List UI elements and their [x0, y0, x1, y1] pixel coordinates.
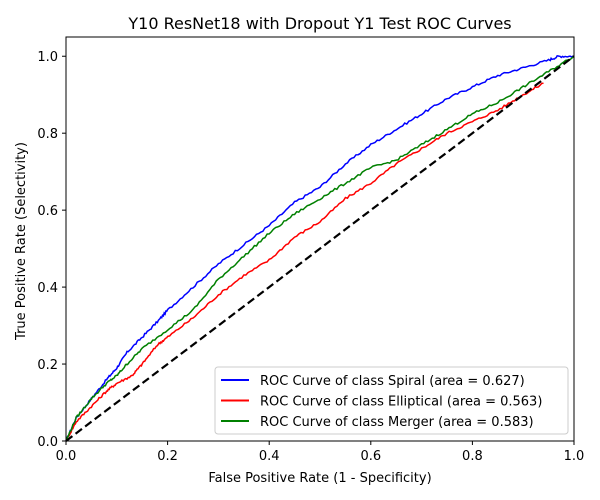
y-axis-ticks: 0.0 0.2 0.4 0.6 0.8 1.0	[37, 50, 66, 450]
plot-frame	[65, 36, 575, 442]
legend-box	[214, 366, 569, 435]
x-tick-label: 0.6	[360, 449, 381, 464]
plot-area	[65, 55, 575, 442]
x-axis-ticks: 0.0 0.2 0.4 0.6 0.8 1.0	[56, 441, 585, 464]
x-tick-label: 0.2	[157, 449, 178, 464]
x-axis-label: False Positive Rate (1 - Specificity)	[208, 471, 431, 486]
y-tick-label: 0.4	[37, 281, 58, 296]
legend-entry: ROC Curve of class Merger (area = 0.583)	[260, 415, 534, 430]
roc-series-line	[65, 55, 575, 442]
chart-title: Y10 ResNet18 with Dropout Y1 Test ROC Cu…	[127, 14, 511, 33]
x-tick-label: 0.4	[259, 449, 280, 464]
legend: ROC Curve of class Spiral (area = 0.627)…	[214, 366, 569, 435]
y-axis-label: True Positive Rate (Selectivity)	[14, 142, 29, 341]
y-tick-label: 1.0	[37, 50, 58, 65]
chance-diagonal-line	[65, 55, 575, 442]
roc-series-line	[65, 55, 574, 442]
y-tick-label: 0.6	[37, 204, 58, 219]
legend-entry: ROC Curve of class Elliptical (area = 0.…	[260, 395, 542, 410]
x-tick-label: 1.0	[564, 449, 585, 464]
x-tick-label: 0.0	[56, 449, 77, 464]
roc-series-line	[65, 82, 544, 442]
y-tick-label: 0.0	[37, 435, 58, 450]
y-tick-label: 0.8	[37, 127, 58, 142]
y-tick-label: 0.2	[37, 358, 58, 373]
x-tick-label: 0.8	[462, 449, 483, 464]
legend-entry: ROC Curve of class Spiral (area = 0.627)	[260, 374, 525, 389]
